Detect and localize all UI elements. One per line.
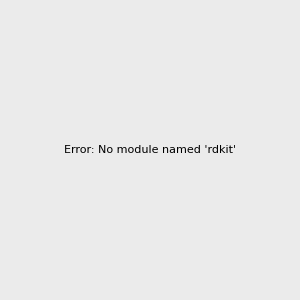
- Text: Error: No module named 'rdkit': Error: No module named 'rdkit': [64, 145, 236, 155]
